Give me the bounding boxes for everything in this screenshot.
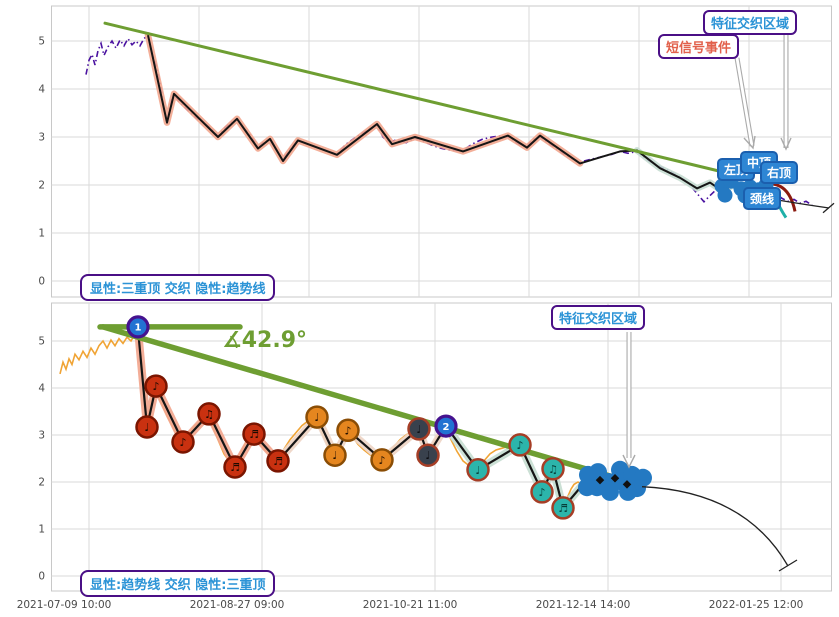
note-glyph: ♪	[516, 439, 523, 452]
tooltip-right-top: 右顶	[760, 161, 799, 184]
note-marker-orange[interactable]: ♩	[305, 405, 329, 429]
note-marker-red[interactable]: ♪	[144, 374, 168, 398]
y-tick-label: 1	[38, 228, 45, 240]
x-tick-label: 2021-12-14 14:00	[536, 599, 631, 611]
cluster-dot[interactable]	[717, 187, 733, 203]
y-tick-label: 4	[38, 383, 45, 395]
note-marker-dark[interactable]: ♩	[416, 443, 440, 467]
x-tick-label: 2021-07-09 10:00	[17, 599, 112, 611]
note-marker-orange[interactable]: ♪	[370, 448, 394, 472]
y-tick-label: 2	[38, 477, 45, 489]
trendline-angle-label: ∡42.9°	[222, 328, 308, 353]
note-marker-red[interactable]: ♬	[242, 422, 266, 446]
y-tick-label: 1	[38, 524, 45, 536]
annotation-feature-region-top: 特征交织区域	[703, 10, 798, 35]
pivot-badge-2[interactable]: 2	[434, 414, 458, 438]
y-tick-label: 3	[38, 430, 45, 442]
y-tick-label: 4	[38, 84, 45, 96]
leader-curve-tip	[778, 559, 798, 572]
zigzag-line-top	[147, 34, 769, 200]
note-marker-teal[interactable]: ♪	[530, 480, 554, 504]
note-glyph: ♪	[378, 454, 385, 467]
x-tick-label: 2022-01-25 12:00	[709, 599, 804, 611]
cluster-diamond	[622, 480, 632, 489]
pattern-badge-bottom: 显性:趋势线 交织 隐性:三重顶	[80, 570, 276, 597]
note-glyph: ♪	[538, 486, 545, 499]
cluster-dot[interactable]	[634, 468, 652, 487]
arrowhead	[622, 454, 636, 469]
note-marker-dark[interactable]: ♩	[407, 417, 431, 441]
cluster-dot[interactable]	[601, 482, 619, 501]
note-glyph: ♩	[332, 449, 337, 462]
note-marker-teal[interactable]: ♩	[466, 458, 490, 482]
y-tick-label: 5	[38, 36, 45, 48]
note-glyph: ♩	[416, 423, 421, 436]
note-glyph: ♪	[152, 380, 159, 393]
note-glyph: ♩	[425, 449, 430, 462]
note-glyph: ♪	[179, 436, 186, 449]
annotation-short-signal-event: 短信号事件	[658, 34, 740, 59]
note-glyph: ♬	[249, 428, 259, 441]
x-tick-label: 2021-10-21 11:00	[363, 599, 458, 611]
y-tick-label: 0	[38, 571, 45, 583]
note-glyph: ♩	[314, 411, 319, 424]
note-marker-red[interactable]: ♪	[171, 430, 195, 454]
cluster-diamond	[595, 475, 605, 485]
note-marker-red[interactable]: ♬	[266, 449, 290, 473]
note-marker-red[interactable]: ♩	[135, 415, 159, 439]
note-glyph: ♬	[273, 455, 283, 468]
y-tick-label: 5	[38, 336, 45, 348]
leader-curve-bottom	[641, 486, 789, 567]
annotation-feature-region-bottom: 特征交织区域	[551, 305, 646, 330]
cluster-dot[interactable]	[619, 482, 637, 501]
note-marker-teal[interactable]: ♫	[541, 457, 565, 481]
note-glyph: ♬	[558, 502, 568, 515]
note-marker-red[interactable]: ♬	[223, 455, 247, 479]
note-marker-teal[interactable]: ♪	[508, 433, 532, 457]
hollow-arrow-inner	[735, 57, 754, 147]
y-tick-label: 3	[38, 132, 45, 144]
arrowhead	[780, 137, 792, 151]
tooltip-neckline: 颈线	[743, 187, 782, 210]
pivot-badge-label: 1	[135, 323, 142, 334]
pivot-badge-1[interactable]: 1	[126, 315, 150, 339]
pivot-badge-label: 2	[443, 422, 450, 433]
x-tick-label: 2021-08-27 09:00	[190, 599, 285, 611]
note-glyph: ♩	[144, 421, 149, 434]
note-marker-orange[interactable]: ♩	[323, 443, 347, 467]
note-marker-red[interactable]: ♫	[197, 402, 221, 426]
cluster-diamond	[610, 473, 620, 483]
cluster-dot[interactable]	[578, 478, 596, 497]
note-marker-teal[interactable]: ♬	[551, 496, 575, 520]
note-glyph: ♪	[344, 424, 351, 437]
note-glyph: ♬	[230, 461, 240, 474]
y-tick-label: 2	[38, 180, 45, 192]
pattern-badge-top: 显性:三重顶 交织 隐性:趋势线	[80, 274, 276, 301]
note-glyph: ♫	[204, 408, 214, 421]
note-glyph: ♩	[475, 464, 480, 477]
trendline-top	[103, 21, 725, 174]
note-glyph: ♫	[548, 463, 558, 476]
arrowhead	[743, 135, 756, 150]
leader-curve-tip	[822, 202, 835, 214]
note-marker-orange[interactable]: ♪	[336, 418, 360, 443]
y-tick-label: 0	[38, 276, 45, 288]
